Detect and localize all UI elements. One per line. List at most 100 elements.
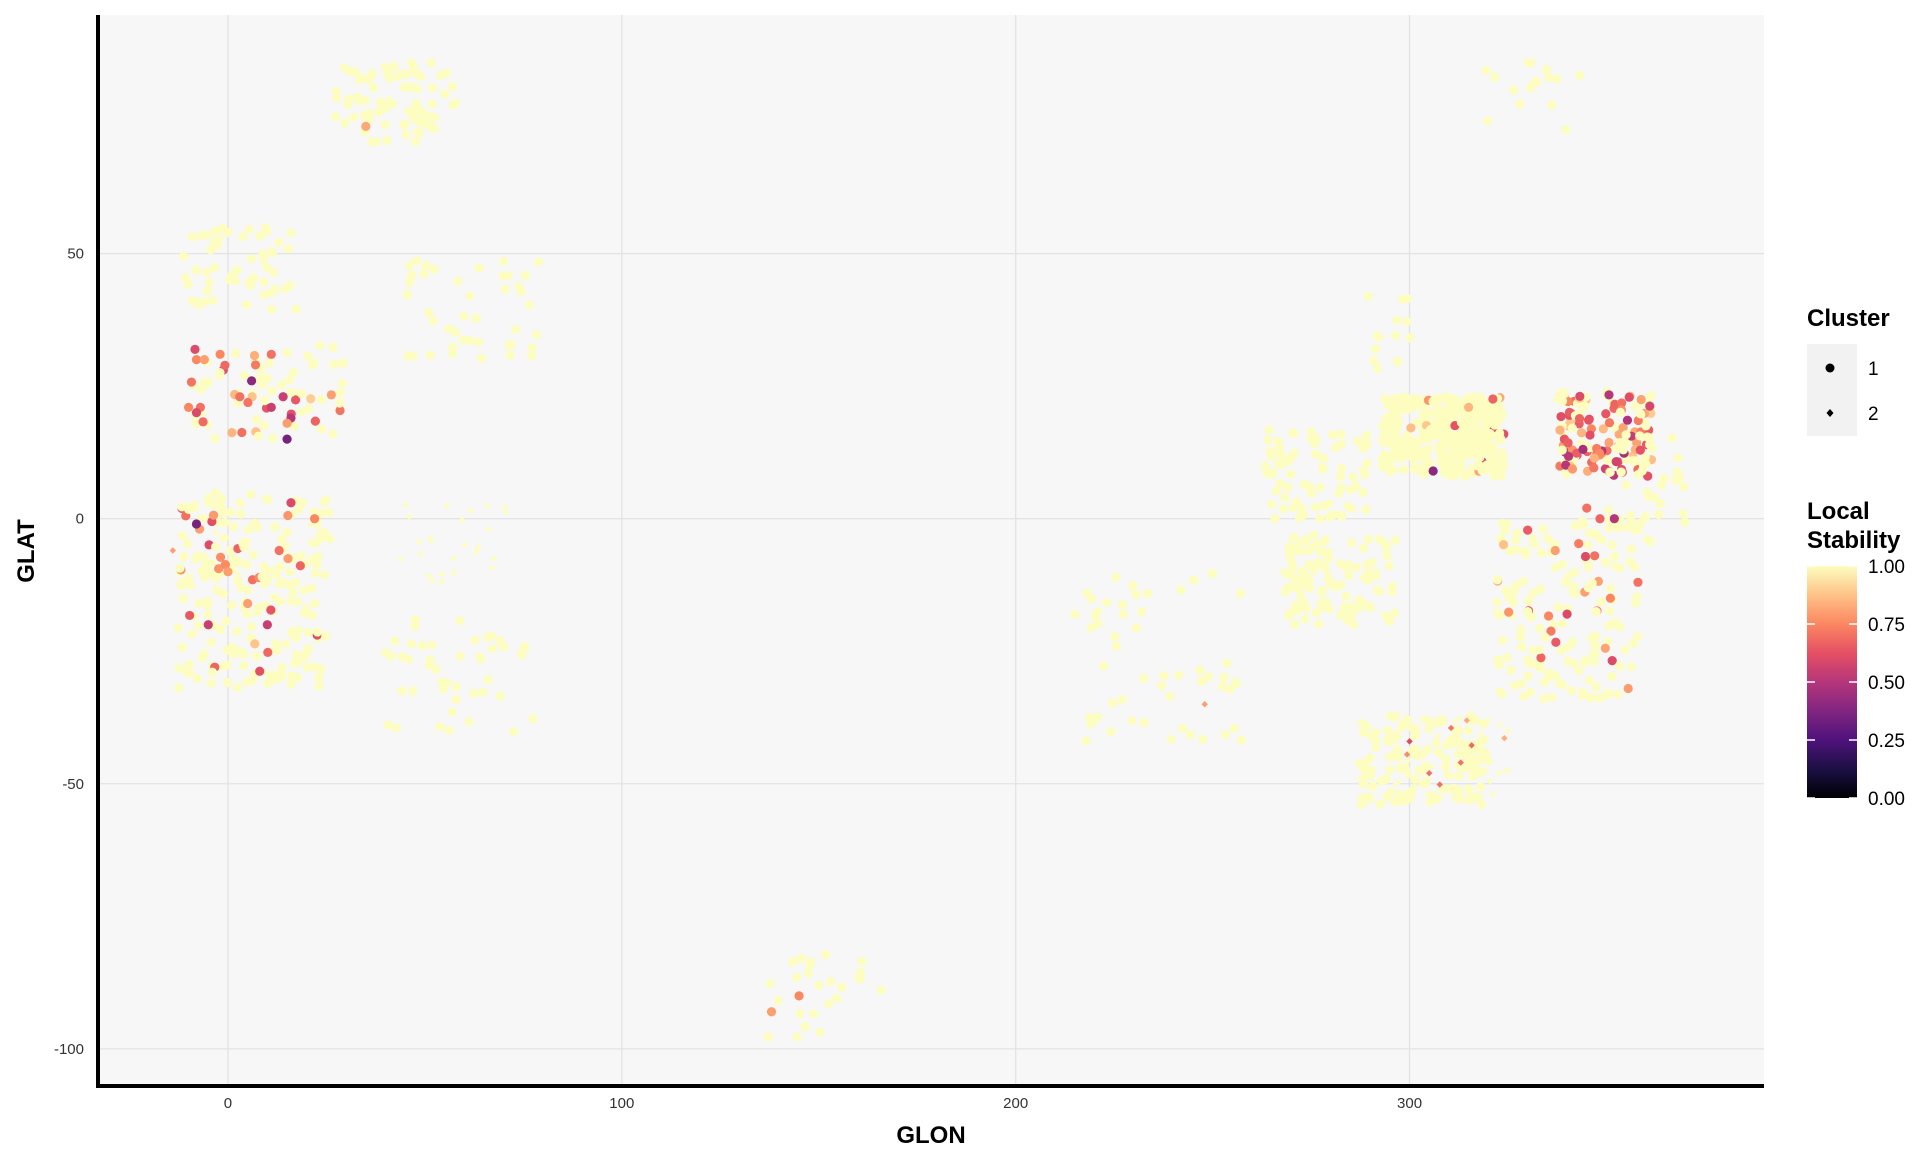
data-point-cluster-1 [1563,438,1573,448]
data-point-cluster-1 [1465,795,1475,805]
data-point-cluster-1 [1628,638,1639,649]
data-point-cluster-1 [1626,662,1636,672]
data-point-cluster-1 [1106,726,1116,737]
data-point-cluster-1 [1128,580,1138,591]
data-point-cluster-1 [1222,658,1232,668]
data-point-cluster-1 [266,605,276,615]
data-point-cluster-1 [1523,606,1533,617]
data-point-cluster-2 [1406,738,1413,745]
data-point-cluster-1 [402,289,412,299]
data-point-cluster-2 [307,521,314,528]
data-point-cluster-1 [271,569,281,579]
data-point-cluster-1 [267,386,277,396]
data-point-cluster-1 [310,416,320,426]
data-point-cluster-1 [1273,459,1283,469]
data-point-cluster-1 [282,348,292,358]
data-point-cluster-1 [1264,425,1274,435]
data-point-cluster-1 [225,546,235,556]
data-point-cluster-1 [1423,444,1433,454]
data-point-cluster-2 [1392,797,1400,805]
data-point-cluster-1 [1472,403,1482,413]
data-point-cluster-1 [358,73,368,83]
data-point-cluster-1 [287,626,298,637]
data-point-cluster-2 [417,550,424,558]
data-point-cluster-1 [441,68,452,78]
data-point-cluster-1 [246,254,257,264]
data-point-cluster-1 [1586,693,1596,703]
data-point-cluster-1 [1408,436,1418,446]
data-point-cluster-1 [173,623,183,633]
data-point-cluster-1 [1567,423,1577,433]
data-point-cluster-2 [1404,757,1412,764]
data-point-cluster-1 [1482,460,1492,470]
data-point-cluster-1 [316,664,326,674]
data-point-cluster-1 [1131,623,1141,633]
data-point-cluster-1 [1468,395,1479,405]
data-point-cluster-1 [187,232,197,242]
data-point-cluster-1 [1159,671,1169,681]
data-point-cluster-1 [1609,521,1619,531]
data-point-cluster-1 [246,489,256,499]
data-point-cluster-1 [1617,398,1627,408]
data-point-cluster-1 [425,350,435,360]
data-point-cluster-1 [1570,588,1581,598]
data-point-cluster-1 [1369,356,1379,366]
data-point-cluster-1 [399,82,409,92]
data-point-cluster-2 [185,504,192,511]
data-point-cluster-1 [302,662,312,672]
data-point-cluster-1 [1428,790,1438,800]
data-point-cluster-1 [250,360,261,370]
data-point-cluster-1 [177,642,187,652]
data-point-cluster-1 [478,687,488,697]
data-point-cluster-1 [435,722,445,732]
data-point-cluster-1 [1640,452,1650,462]
data-point-cluster-1 [228,522,239,532]
data-point-cluster-1 [179,577,189,588]
data-point-cluster-2 [1489,790,1497,798]
data-point-cluster-1 [1314,619,1324,629]
data-point-cluster-1 [1642,432,1652,442]
data-point-cluster-1 [427,99,437,109]
data-point-cluster-1 [766,1007,777,1017]
data-point-cluster-1 [227,600,237,610]
data-point-cluster-1 [1236,735,1246,745]
data-point-cluster-1 [1445,784,1455,794]
data-point-cluster-1 [1614,563,1625,573]
data-point-cluster-1 [183,279,193,289]
data-point-cluster-1 [1374,332,1384,342]
data-point-cluster-1 [286,679,296,689]
data-point-cluster-2 [1464,784,1471,791]
data-point-cluster-1 [277,534,287,544]
data-point-cluster-1 [401,130,411,140]
data-point-cluster-1 [1587,578,1597,588]
data-point-cluster-1 [268,434,278,444]
data-point-cluster-2 [1468,790,1475,797]
data-point-cluster-2 [1496,721,1504,729]
data-point-cluster-1 [1583,562,1594,572]
data-point-cluster-1 [1344,571,1354,581]
data-point-cluster-1 [1309,565,1319,575]
data-point-cluster-1 [1461,430,1471,440]
data-point-cluster-1 [1081,736,1091,746]
data-point-cluster-2 [1397,799,1404,806]
data-point-cluster-1 [275,596,285,606]
data-point-cluster-1 [1267,469,1277,479]
data-point-cluster-1 [1523,596,1534,606]
data-point-cluster-1 [1381,774,1391,784]
data-point-cluster-1 [240,370,250,381]
data-point-cluster-1 [1359,759,1370,769]
data-point-cluster-1 [247,376,257,386]
data-point-cluster-2 [1438,753,1445,760]
data-point-cluster-1 [1346,601,1356,611]
data-point-cluster-1 [290,395,301,405]
data-point-cluster-2 [1422,765,1429,773]
data-point-cluster-1 [298,498,308,508]
data-point-cluster-1 [1490,72,1500,83]
data-point-cluster-1 [208,510,219,520]
data-point-cluster-1 [1550,563,1561,573]
data-point-cluster-1 [1280,492,1290,502]
data-point-cluster-1 [1358,774,1368,784]
data-point-cluster-1 [1528,658,1538,669]
data-point-cluster-1 [220,560,230,570]
